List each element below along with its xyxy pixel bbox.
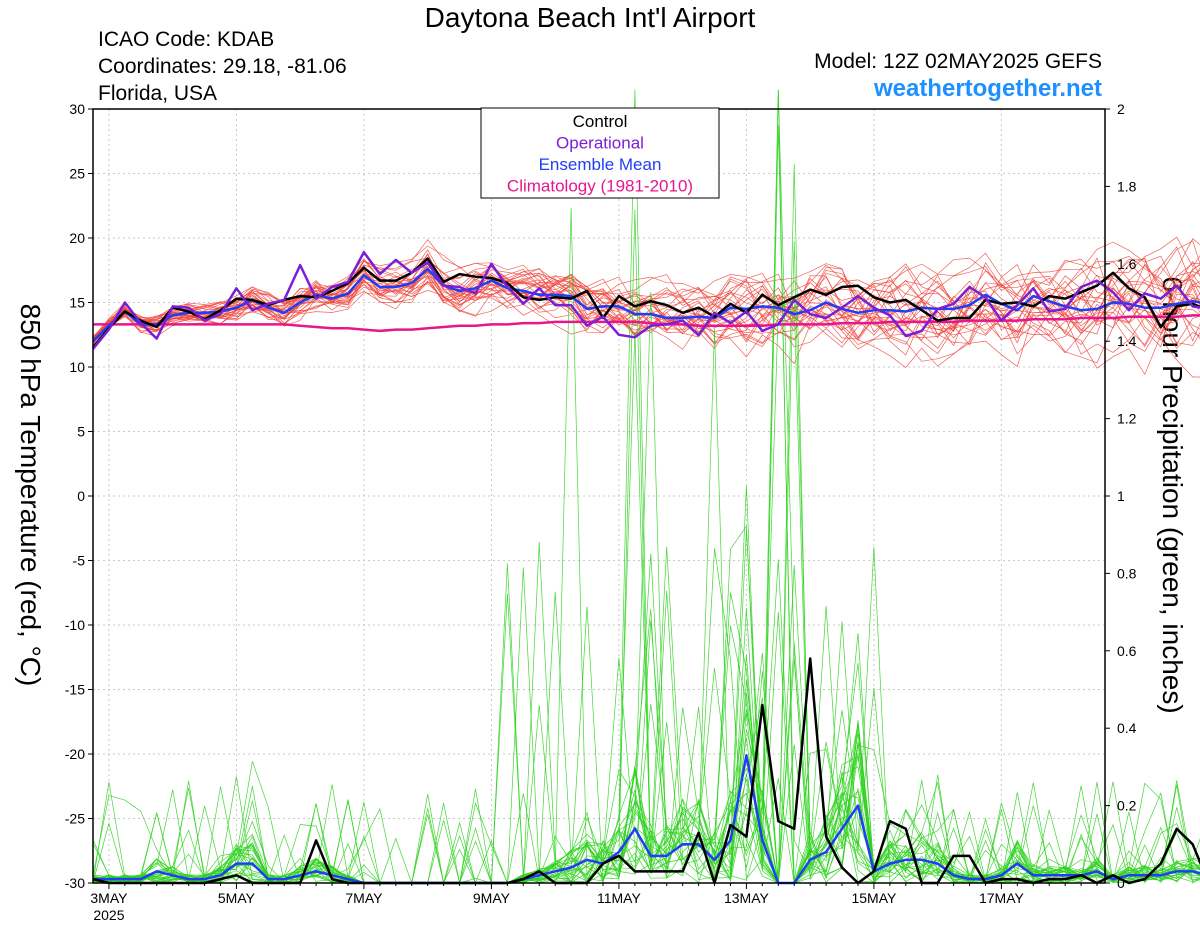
y-tick-label-left: 30 — [69, 101, 85, 117]
site-link[interactable]: weathertogether.net — [873, 75, 1102, 102]
grid — [93, 108, 1105, 884]
precip-member-line — [92, 291, 1200, 884]
y-tick-label-right: 0.4 — [1117, 720, 1137, 736]
region: Florida, USA — [98, 82, 218, 105]
temperature-member-line — [92, 249, 1200, 340]
model-run: Model: 12Z 02MAY2025 GEFS — [814, 50, 1102, 73]
temperature-member-line — [92, 252, 1200, 344]
temperature-member-line — [92, 254, 1200, 364]
y-tick-label-right: 0.8 — [1117, 565, 1137, 581]
precip-member-line — [92, 301, 1200, 884]
y-tick-label-left: 25 — [69, 166, 85, 182]
y-tick-label-left: -20 — [65, 746, 85, 762]
y-tick-label-left: 0 — [77, 488, 85, 504]
coordinates: Coordinates: 29.18, -81.06 — [98, 55, 347, 78]
y-tick-label-right: 0 — [1117, 875, 1125, 891]
y-tick-label-left: -10 — [65, 617, 85, 633]
y-tick-label-left: 5 — [77, 424, 85, 440]
precip-member-line — [92, 89, 1200, 884]
x-tick-sublabel: 2025 — [93, 907, 124, 923]
ensemble-members — [92, 89, 1200, 885]
y-tick-label-left: 15 — [69, 295, 85, 311]
y-tick-label-left: 10 — [69, 359, 85, 375]
y-tick-label-left: -15 — [65, 682, 85, 698]
x-tick-label: 13MAY — [724, 890, 770, 906]
axes: 302520151050-5-10-15-20-25-3021.81.61.41… — [65, 101, 1137, 923]
x-tick-label: 11MAY — [597, 890, 641, 906]
y-tick-label-right: 2 — [1117, 101, 1125, 117]
legend: Control Operational Ensemble Mean Climatolo… — [480, 107, 720, 199]
precip-member-line — [92, 125, 1200, 884]
y-tick-label-right: 1.2 — [1117, 411, 1137, 427]
temperature-mean-line — [92, 267, 1200, 343]
y-tick-label-right: 1.4 — [1117, 333, 1137, 349]
precip-mean-line — [93, 754, 1200, 885]
precip-member-line — [92, 89, 1200, 884]
legend-entry: Climatology (1981-2010) — [507, 177, 693, 196]
x-tick-label: 17MAY — [979, 890, 1025, 906]
x-tick-label: 15MAY — [851, 890, 897, 906]
x-tick-label: 7MAY — [345, 890, 383, 906]
y-tick-label-right: 0.2 — [1117, 798, 1137, 814]
y-tick-label-left: -30 — [65, 875, 85, 891]
y-tick-label-left: -5 — [73, 553, 86, 569]
y-tick-label-left: 20 — [69, 230, 85, 246]
precip-member-line — [92, 328, 1200, 884]
y-tick-label-right: 1.6 — [1117, 256, 1137, 272]
legend-entry: Control — [573, 112, 628, 131]
precip-member-line — [92, 89, 1200, 884]
legend-box — [480, 107, 720, 199]
y-tick-label-left: -25 — [65, 811, 85, 827]
y-tick-label-right: 1.8 — [1117, 178, 1137, 194]
legend-entry: Ensemble Mean — [539, 155, 662, 174]
icao-code: ICAO Code: KDAB — [98, 28, 275, 51]
y-tick-label-right: 1 — [1117, 488, 1125, 504]
x-tick-label: 5MAY — [218, 890, 256, 906]
x-tick-label: 9MAY — [473, 890, 511, 906]
y-tick-label-right: 0.6 — [1117, 643, 1137, 659]
x-tick-label: 3MAY — [90, 890, 128, 906]
climatology-line — [93, 314, 1200, 333]
legend-entry: Operational — [556, 134, 644, 153]
temperature-operational-line — [92, 250, 1200, 350]
chart-title: Daytona Beach Int'l Airport — [424, 2, 756, 33]
